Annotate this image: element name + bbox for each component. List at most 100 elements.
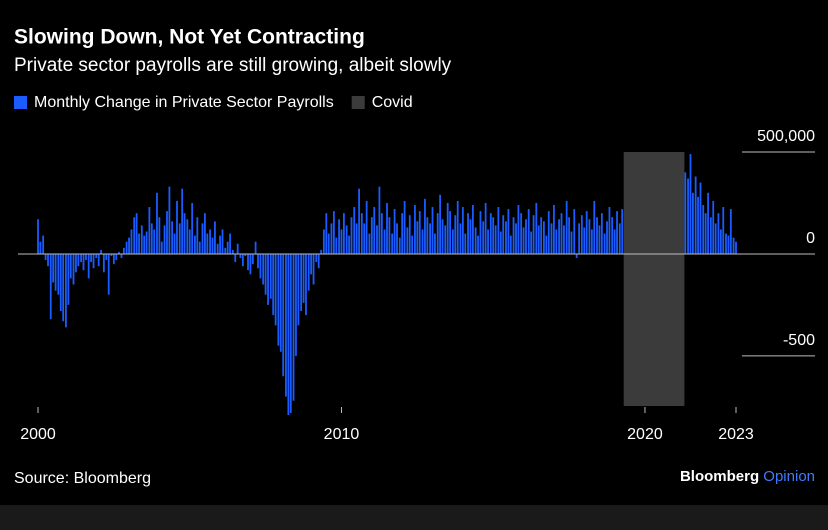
- bar: [568, 217, 570, 254]
- legend-swatch: [14, 96, 27, 109]
- bar: [408, 215, 411, 254]
- bar: [699, 182, 702, 254]
- bar: [229, 233, 232, 254]
- bar: [335, 237, 338, 254]
- bar: [456, 200, 459, 254]
- bar: [722, 207, 725, 254]
- bar: [350, 217, 353, 254]
- bar: [92, 253, 95, 269]
- bar: [735, 241, 737, 254]
- bar: [729, 209, 732, 254]
- bar: [580, 215, 583, 254]
- bar: [236, 243, 239, 254]
- bar: [396, 223, 398, 254]
- bar: [348, 235, 350, 254]
- bar: [320, 249, 323, 254]
- bar: [297, 253, 300, 326]
- bar: [153, 229, 156, 254]
- bar: [100, 249, 103, 254]
- bar: [449, 211, 452, 254]
- bar: [135, 213, 138, 254]
- bar: [118, 251, 120, 254]
- bar: [565, 200, 568, 254]
- bar: [49, 253, 52, 320]
- bar: [247, 253, 249, 271]
- bar: [401, 213, 404, 254]
- bar: [370, 217, 373, 254]
- bar: [166, 211, 168, 254]
- bar: [429, 223, 431, 254]
- bar: [315, 253, 318, 263]
- bar: [69, 253, 72, 279]
- bar: [527, 209, 530, 254]
- bar: [42, 235, 45, 254]
- x-tick-label: 2023: [718, 426, 754, 443]
- bar: [97, 253, 100, 267]
- bar: [697, 196, 699, 254]
- bar: [517, 205, 520, 254]
- bar: [482, 221, 485, 254]
- bar: [583, 227, 586, 254]
- bar: [264, 253, 267, 295]
- bar: [608, 207, 611, 254]
- bar: [596, 217, 598, 254]
- bar: [277, 253, 280, 346]
- bar: [285, 253, 287, 397]
- bar: [287, 253, 290, 415]
- bar: [618, 223, 621, 254]
- bar: [224, 247, 227, 254]
- bar: [206, 233, 209, 254]
- bar: [90, 253, 93, 263]
- bar: [176, 200, 178, 254]
- bar: [477, 235, 479, 254]
- bar: [593, 200, 596, 254]
- bar: [107, 253, 110, 295]
- bar: [62, 253, 65, 322]
- bar: [388, 217, 391, 254]
- bar: [65, 253, 67, 328]
- bar: [181, 188, 184, 254]
- bar: [338, 219, 340, 254]
- bar: [226, 241, 229, 254]
- bar: [272, 253, 275, 316]
- bar: [611, 217, 614, 254]
- bar: [302, 253, 305, 303]
- bar: [133, 217, 136, 254]
- bar: [353, 207, 356, 254]
- bar: [72, 253, 75, 285]
- bar: [257, 253, 259, 269]
- bar: [327, 233, 330, 254]
- bar: [707, 192, 709, 254]
- bar: [201, 223, 204, 254]
- bar: [115, 253, 118, 261]
- bar: [269, 253, 272, 299]
- bar: [694, 176, 697, 254]
- bar: [416, 221, 419, 254]
- bar: [704, 213, 707, 254]
- bar: [570, 231, 573, 254]
- bar: [363, 223, 366, 254]
- brand-suffix: Opinion: [763, 468, 815, 485]
- legend-label: Monthly Change in Private Sector Payroll…: [34, 94, 334, 111]
- bar: [431, 207, 434, 254]
- bar: [684, 172, 687, 254]
- bar: [102, 253, 105, 273]
- bar: [188, 229, 191, 254]
- bar: [80, 253, 82, 263]
- bar: [717, 213, 720, 254]
- bar: [279, 253, 282, 352]
- bar: [692, 192, 694, 254]
- bar: [558, 219, 560, 254]
- bar: [322, 229, 325, 254]
- bar: [193, 235, 196, 254]
- bar: [138, 233, 140, 254]
- bar: [727, 235, 730, 254]
- bar: [44, 253, 47, 261]
- bar: [143, 235, 146, 254]
- bar: [251, 253, 254, 265]
- bar: [77, 253, 80, 267]
- bar: [383, 229, 386, 254]
- bar: [719, 229, 722, 254]
- bar: [191, 202, 194, 254]
